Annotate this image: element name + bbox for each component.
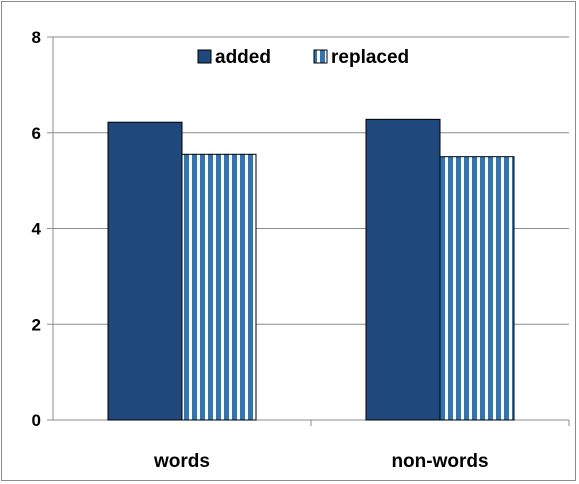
legend-swatch-added: [197, 49, 212, 64]
y-tick-label: 4: [32, 220, 42, 239]
y-tick-label: 6: [32, 124, 41, 143]
x-category-label: words: [153, 451, 210, 472]
bar-added-non-words: [365, 118, 441, 421]
y-tick-label: 8: [32, 28, 41, 47]
bar-replaced-words: [181, 153, 257, 421]
tick-labels: 0 2 4 6 8 words non-words: [32, 28, 489, 472]
legend-swatch-replaced: [313, 49, 328, 64]
bars: [107, 118, 515, 421]
x-category-label: non-words: [391, 451, 488, 472]
bar-added-words: [107, 121, 183, 421]
legend-label-added: added: [215, 47, 271, 68]
legend: added replaced: [197, 47, 409, 68]
y-tick-label: 2: [32, 315, 41, 334]
bar-replaced-non-words: [439, 156, 515, 421]
legend-label-replaced: replaced: [331, 47, 409, 68]
y-tick-label: 0: [32, 411, 41, 430]
